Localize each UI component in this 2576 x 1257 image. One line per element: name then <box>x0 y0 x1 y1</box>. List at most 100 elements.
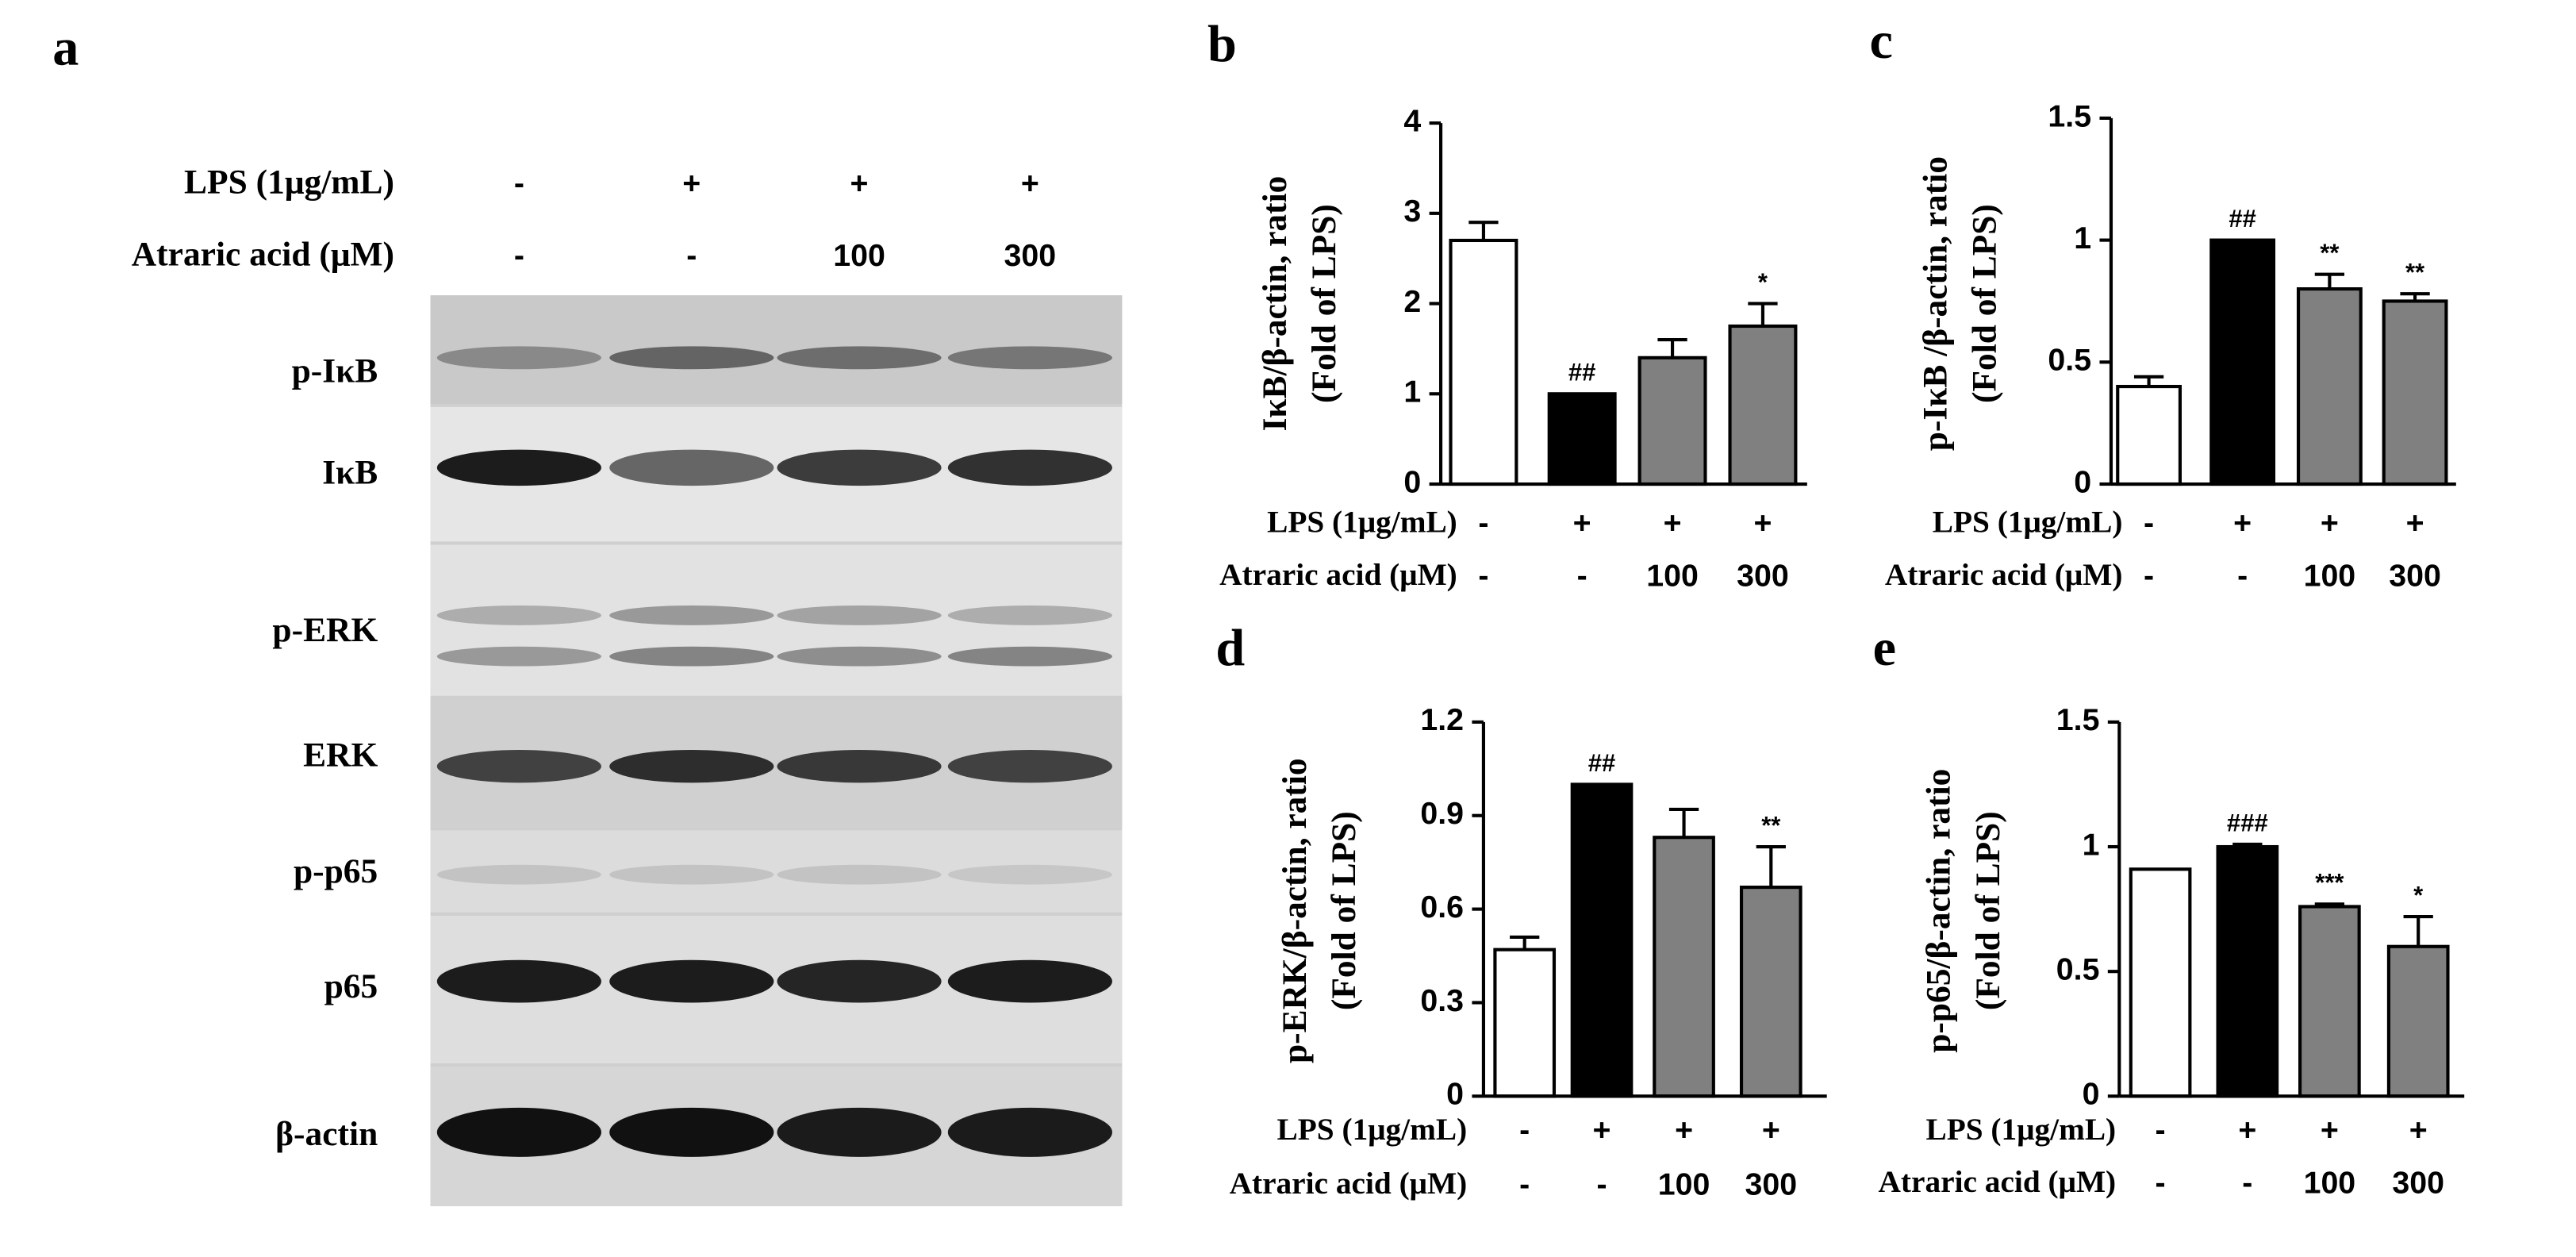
condition-value: 300 <box>2389 558 2441 593</box>
condition-value: + <box>2238 1113 2256 1147</box>
condition-value: - <box>514 238 524 273</box>
condition-label: Atraric acid (μM) <box>1885 557 2123 592</box>
y-tick-label: 0 <box>1403 464 1421 499</box>
significance-label: ** <box>2405 259 2425 286</box>
condition-label: Atraric acid (μM) <box>1879 1164 2117 1199</box>
blot-strip <box>430 295 1123 404</box>
blot-band <box>947 1107 1112 1157</box>
condition-value: 300 <box>2392 1165 2444 1200</box>
bar <box>2386 944 2450 1098</box>
blot-band <box>436 346 601 370</box>
y-tick-label: 1 <box>1403 375 1421 409</box>
blot-band <box>609 959 774 1003</box>
condition-value: + <box>1021 166 1039 201</box>
condition-value: + <box>2321 1113 2339 1147</box>
condition-label: LPS (1μg/mL) <box>1267 505 1457 540</box>
y-tick-label: 1.5 <box>2056 702 2100 737</box>
blot-band <box>947 346 1112 370</box>
bar <box>1653 836 1715 1098</box>
condition-value: 100 <box>1646 558 1699 593</box>
bar <box>2216 844 2279 1098</box>
blot-band <box>609 1107 774 1157</box>
condition-value: + <box>1753 505 1772 540</box>
condition-value: - <box>2144 558 2154 593</box>
y-axis-label: p-IκB /β-actin, ratio <box>1916 156 1954 451</box>
condition-value: + <box>2233 505 2252 540</box>
blot-band <box>436 605 601 625</box>
y-axis-label: IκB/β-actin, ratio <box>1256 176 1294 432</box>
condition-value: + <box>2409 1113 2428 1147</box>
protein-label: p-ERK <box>272 611 378 649</box>
condition-label: LPS (1μg/mL) <box>184 163 394 202</box>
condition-value: - <box>514 166 524 201</box>
condition-label: LPS (1μg/mL) <box>1933 505 2123 540</box>
condition-value: - <box>2156 1113 2166 1147</box>
blot-band <box>609 750 774 783</box>
blot-band <box>609 449 774 486</box>
condition-value: + <box>2321 505 2339 540</box>
bar <box>1728 324 1798 486</box>
condition-label: Atraric acid (μM) <box>1230 1166 1468 1201</box>
y-axis-label: (Fold of LPS) <box>1969 811 2007 1010</box>
blot-band <box>947 646 1112 667</box>
blot-band <box>947 750 1112 783</box>
condition-value: - <box>1478 505 1488 540</box>
condition-value: - <box>1596 1167 1607 1201</box>
blot-band <box>947 449 1112 486</box>
y-tick-label: 0 <box>2074 464 2091 499</box>
bar <box>2298 905 2361 1098</box>
blot-band <box>947 864 1112 885</box>
blot-band <box>436 959 601 1003</box>
blot-band <box>436 750 601 783</box>
condition-value: - <box>2237 558 2248 593</box>
blot-strip <box>430 544 1123 696</box>
significance-label: ### <box>2227 809 2268 836</box>
condition-value: + <box>850 166 869 201</box>
significance-label: ** <box>1761 811 1781 839</box>
condition-value: + <box>2406 505 2424 540</box>
y-axis-label: p-ERK/β-actin, ratio <box>1276 758 1314 1063</box>
bar <box>1570 782 1634 1098</box>
condition-value: - <box>2144 505 2154 540</box>
blot-band <box>947 605 1112 625</box>
protein-label: p-IκB <box>292 352 378 390</box>
bar <box>2296 287 2363 486</box>
condition-label: LPS (1μg/mL) <box>1925 1112 2116 1147</box>
blot-band <box>436 646 601 667</box>
blot-band <box>947 959 1112 1003</box>
panel-label: d <box>1215 619 1245 677</box>
condition-label: LPS (1μg/mL) <box>1277 1112 1468 1147</box>
blot-band <box>609 346 774 370</box>
condition-value: + <box>1664 505 1682 540</box>
blot-strip <box>430 830 1123 913</box>
protein-label: β-actin <box>275 1115 378 1153</box>
condition-value: 300 <box>1745 1167 1798 1201</box>
y-axis-label: (Fold of LPS) <box>1305 204 1343 403</box>
bar <box>2382 299 2448 486</box>
condition-value: 300 <box>1004 238 1057 273</box>
y-tick-label: 1.5 <box>2048 98 2091 133</box>
blot-band <box>777 864 942 885</box>
y-axis-label: (Fold of LPS) <box>1325 811 1363 1010</box>
condition-value: 100 <box>833 238 885 273</box>
protein-label: p-p65 <box>294 852 378 890</box>
bar <box>2209 238 2276 486</box>
condition-value: + <box>682 166 701 201</box>
significance-label: *** <box>2315 869 2344 897</box>
blot-band <box>777 1107 942 1157</box>
condition-value: - <box>1478 558 1488 593</box>
y-tick-label: 3 <box>1403 194 1421 229</box>
condition-value: 100 <box>1658 1167 1710 1201</box>
protein-label: ERK <box>303 736 378 774</box>
bar <box>1547 392 1617 486</box>
significance-label: ## <box>1568 359 1596 386</box>
y-tick-label: 0.9 <box>1420 796 1464 831</box>
blot-band <box>777 959 942 1003</box>
condition-value: + <box>1675 1113 1693 1147</box>
panel-label: a <box>52 18 79 76</box>
condition-value: - <box>2242 1165 2252 1200</box>
bar <box>1493 948 1557 1098</box>
condition-value: - <box>2156 1165 2166 1200</box>
significance-label: ## <box>1588 749 1616 777</box>
